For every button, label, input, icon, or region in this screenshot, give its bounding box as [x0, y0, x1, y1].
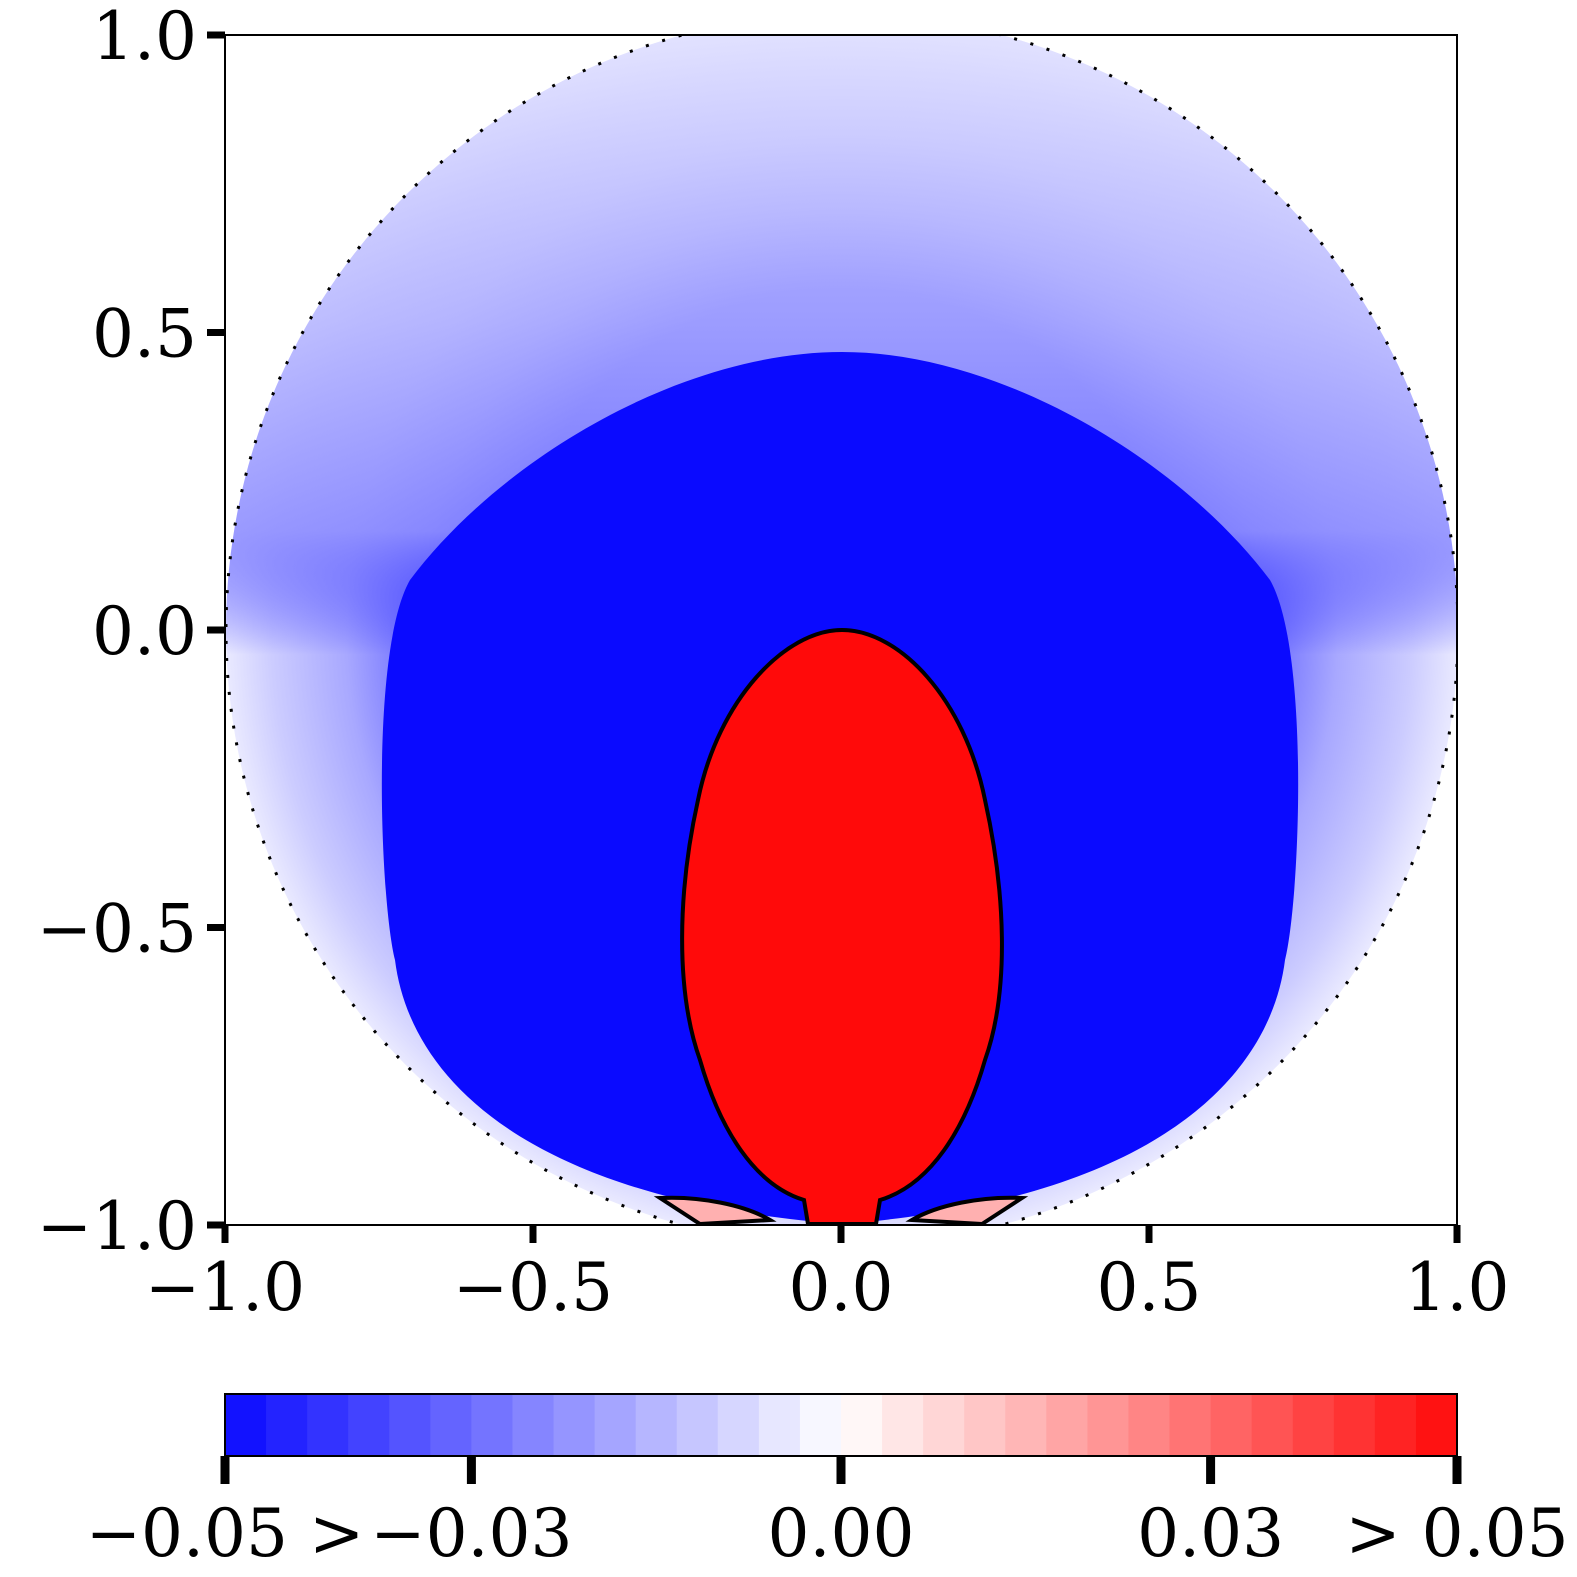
colorbar-cell	[430, 1394, 472, 1456]
y-tick-label: −0.5	[37, 891, 197, 968]
colorbar-cell	[1333, 1394, 1376, 1456]
colorbar-tick-label: −0.03	[370, 1495, 572, 1572]
colorbar-cell	[1128, 1394, 1171, 1456]
colorbar-cell	[348, 1394, 390, 1456]
colorbar-tick-label: −0.05 >	[86, 1495, 365, 1572]
colorbar-cell	[1087, 1394, 1130, 1456]
colorbar-cell	[799, 1394, 842, 1456]
colorbar-cell	[1046, 1394, 1088, 1456]
colorbar-cell	[1415, 1394, 1458, 1456]
colorbar-cell	[923, 1394, 965, 1456]
colorbar-cell	[1005, 1394, 1047, 1456]
colorbar-cell	[1210, 1394, 1253, 1456]
colorbar-cell	[1169, 1394, 1212, 1456]
colorbar-cell	[882, 1394, 924, 1456]
x-tick-label: 0.5	[1097, 1249, 1202, 1326]
y-tick-label: 0.5	[92, 296, 197, 373]
lobe-left	[653, 1195, 777, 1225]
colorbar-cell	[635, 1394, 678, 1456]
colorbar-cell	[594, 1394, 637, 1456]
colorbar-cell	[266, 1394, 308, 1456]
colorbar-tick-label: 0.03	[1137, 1495, 1284, 1572]
colorbar-cell	[841, 1394, 883, 1456]
y-tick-label: 0.0	[92, 593, 197, 670]
colorbar-cell	[1374, 1394, 1417, 1456]
x-axis: −1.0 −0.5 0.0 0.5 1.0	[145, 1225, 1510, 1326]
colorbar-cell	[512, 1394, 555, 1456]
plot-area: −1.0 −0.5 0.0 0.5 1.0 −1.0 −0.5 0.0 0.5 1.0	[37, 0, 1510, 1326]
colorbar-cell	[717, 1394, 760, 1456]
colorbar-tick-label: > 0.05	[1345, 1495, 1568, 1572]
colorbar-tick-label: 0.00	[768, 1495, 915, 1572]
y-tick-label: 1.0	[92, 0, 197, 75]
x-tick-label: −1.0	[145, 1249, 305, 1326]
colorbar-cell	[676, 1394, 719, 1456]
x-tick-label: 0.0	[789, 1249, 894, 1326]
colorbar-cell	[553, 1394, 596, 1456]
x-tick-label: 1.0	[1405, 1249, 1510, 1326]
y-axis: −1.0 −0.5 0.0 0.5 1.0	[37, 0, 225, 1265]
colorbar-cell	[307, 1394, 349, 1456]
x-tick-label: −0.5	[453, 1249, 613, 1326]
colorbar-cell	[225, 1394, 267, 1456]
colorbar: −0.05 > −0.03 0.00 0.03 > 0.05	[86, 1393, 1569, 1572]
colorbar-cell	[1251, 1394, 1294, 1456]
colorbar-cell	[1292, 1394, 1335, 1456]
lobe-right	[905, 1195, 1029, 1225]
colorbar-cell	[471, 1394, 514, 1456]
y-tick-label: −1.0	[37, 1188, 197, 1265]
plume-region	[680, 627, 1004, 1225]
colorbar-cell	[389, 1394, 431, 1456]
colorbar-cell	[964, 1394, 1006, 1456]
colorbar-cell	[758, 1394, 801, 1456]
